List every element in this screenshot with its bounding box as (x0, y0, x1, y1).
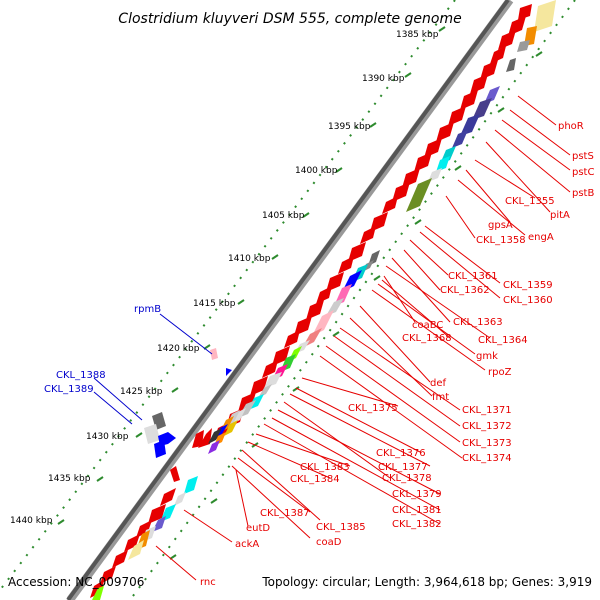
gene-label[interactable]: CKL_1384 (290, 474, 340, 485)
gene-label[interactable]: CKL_1379 (392, 489, 442, 500)
forward-genes (90, 4, 532, 598)
gene-label[interactable]: rnc (200, 577, 216, 588)
gene-label[interactable]: CKL_1360 (503, 295, 553, 306)
gene-label[interactable]: CKL_1375 (348, 403, 398, 414)
gene-label[interactable]: CKL_1376 (376, 448, 426, 459)
gene-label[interactable]: CKL_1371 (462, 405, 512, 416)
reverse-genes (144, 348, 232, 482)
genome-summary-text: Topology: circular; Length: 3,964,618 bp… (261, 575, 592, 589)
gene-label[interactable]: CKL_1377 (378, 462, 428, 473)
gene-label[interactable]: gmk (476, 351, 498, 362)
tick-label: 1390 kbp (362, 74, 405, 84)
gene-label[interactable]: CKL_1373 (462, 438, 512, 449)
gene-label[interactable]: CKL_1372 (462, 421, 512, 432)
gene-label[interactable]: engA (528, 232, 554, 243)
gene-labels-right: phoR pstS pstC pstB pitA CKL_1355 gpsA e… (200, 121, 594, 588)
tick-marks (57, 26, 543, 560)
gene-label[interactable]: CKL_1389 (44, 384, 94, 395)
gene-label[interactable]: rpmB (134, 304, 161, 315)
gene-labels-left: rpmB CKL_1388 CKL_1389 (44, 304, 161, 395)
gene-label[interactable]: eutD (246, 523, 270, 534)
gene-label[interactable]: fmt (432, 392, 449, 403)
gene-label[interactable]: pstB (572, 188, 594, 199)
leader-lines-left (93, 313, 213, 425)
tick-label: 1395 kbp (328, 122, 371, 132)
gene-label[interactable]: CKL_1381 (392, 505, 442, 516)
gene-label[interactable]: pstS (572, 151, 594, 162)
gene-label[interactable]: coaBC (412, 320, 443, 331)
tick-label: 1400 kbp (295, 166, 338, 176)
feature-track (92, 0, 556, 600)
tick-label: 1430 kbp (86, 432, 129, 442)
gene-label[interactable]: CKL_1355 (505, 196, 555, 207)
tick-label: 1440 kbp (10, 516, 53, 526)
tick-label: 1425 kbp (120, 387, 163, 397)
gene-label[interactable]: CKL_1382 (392, 519, 442, 530)
tick-label: 1410 kbp (228, 254, 271, 264)
gene-label[interactable]: CKL_1383 (300, 462, 350, 473)
gene-label[interactable]: CKL_1368 (402, 333, 452, 344)
gene-label[interactable]: rpoZ (488, 367, 512, 378)
tick-label: 1405 kbp (262, 211, 305, 221)
gene-label[interactable]: CKL_1385 (316, 522, 366, 533)
tick-label: 1435 kbp (48, 474, 91, 484)
tick-label: 1385 kbp (396, 30, 439, 40)
gene-label[interactable]: CKL_1362 (440, 285, 490, 296)
leader-lines-right (155, 95, 571, 581)
gene-label[interactable]: CKL_1363 (453, 317, 503, 328)
tick-label: 1415 kbp (193, 299, 236, 309)
outer-tick-track (0, 0, 456, 591)
gene-label[interactable]: CKL_1358 (476, 235, 526, 246)
gene-label[interactable]: CKL_1387 (260, 508, 310, 519)
gene-label[interactable]: CKL_1374 (462, 453, 512, 464)
gene-label[interactable]: ackA (235, 539, 259, 550)
gene-label[interactable]: pstC (572, 167, 594, 178)
map-title: Clostridium kluyveri DSM 555, complete g… (118, 11, 461, 27)
gene-label[interactable]: gpsA (488, 220, 513, 231)
gene-label[interactable]: coaD (316, 537, 342, 548)
gene-label[interactable]: CKL_1388 (56, 370, 106, 381)
gene-label[interactable]: phoR (558, 121, 584, 132)
gene-label[interactable]: def (430, 378, 447, 389)
tick-label: 1420 kbp (157, 344, 200, 354)
accession-text: Accession: NC_009706 (8, 575, 144, 589)
gene-label[interactable]: CKL_1361 (448, 271, 498, 282)
tick-labels: 1385 kbp 1390 kbp 1395 kbp 1400 kbp 1405… (10, 30, 439, 526)
gene-label[interactable]: CKL_1364 (478, 335, 528, 346)
backbone-line (66, 0, 510, 600)
gene-label[interactable]: CKL_1359 (503, 280, 553, 291)
gene-label[interactable]: pitA (550, 210, 570, 221)
gene-label[interactable]: CKL_1378 (382, 473, 432, 484)
